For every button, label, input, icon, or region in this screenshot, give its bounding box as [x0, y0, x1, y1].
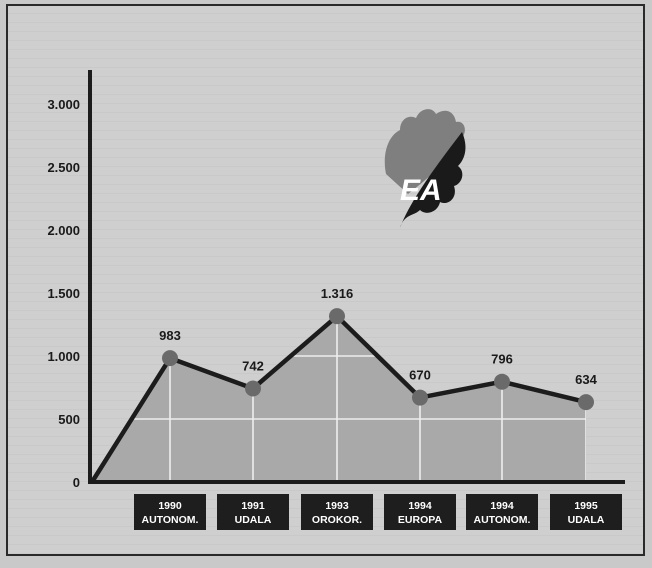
y-tick-label: 1.500: [47, 286, 80, 301]
data-point: [412, 389, 428, 406]
axes: [88, 70, 625, 484]
data-point: [162, 350, 178, 367]
chart-frame: 983 742 1.316 670 796 634 0 500 1.000 1.500 2.000…: [6, 4, 645, 556]
data-label: 796: [491, 352, 513, 367]
category-year: 1994: [490, 500, 514, 512]
x-category-labels: 1990 AUTONOM. 1991 UDALA 1993 OROKOR. 1994 EURO…: [134, 494, 622, 530]
category-label: 1991 UDALA: [217, 494, 289, 530]
category-label-box: [134, 494, 206, 530]
data-label: 983: [159, 328, 181, 343]
category-label-box: [550, 494, 622, 530]
logo-leaf-black: [400, 132, 466, 228]
category-label: 1994 EUROPA: [384, 494, 456, 530]
markers: [162, 308, 594, 411]
data-label: 742: [242, 359, 264, 374]
category-label-box: [217, 494, 289, 530]
category-label: 1994 AUTONOM.: [466, 494, 538, 530]
area-fill: [92, 316, 586, 482]
y-tick-label: 0: [73, 475, 80, 490]
data-point: [494, 373, 510, 390]
category-label: 1990 AUTONOM.: [134, 494, 206, 530]
data-labels: 983 742 1.316 670 796 634: [159, 286, 597, 387]
category-election: OROKOR.: [312, 514, 362, 526]
category-year: 1995: [574, 500, 598, 512]
category-election: EUROPA: [398, 514, 443, 526]
category-label-box: [384, 494, 456, 530]
category-year: 1993: [325, 500, 349, 512]
category-election: AUTONOM.: [142, 514, 199, 526]
y-tick-labels: 0 500 1.000 1.500 2.000 2.500 3.000: [47, 97, 80, 490]
data-point: [578, 394, 594, 411]
logo-text: EA: [400, 174, 442, 207]
grid-lines: [92, 316, 586, 482]
category-election: UDALA: [568, 514, 605, 526]
grid: [92, 316, 586, 482]
category-label: 1995 UDALA: [550, 494, 622, 530]
category-label-box: [301, 494, 373, 530]
area-line-chart: 983 742 1.316 670 796 634 0 500 1.000 1.500 2.000…: [47, 70, 625, 530]
data-label: 1.316: [321, 286, 354, 301]
data-point: [329, 308, 345, 325]
y-tick-label: 500: [58, 412, 80, 427]
y-tick-label: 2.500: [47, 160, 80, 175]
y-tick-label: 3.000: [47, 97, 80, 112]
ea-party-logo: EA: [384, 109, 466, 228]
data-label: 634: [575, 372, 597, 387]
category-label: 1993 OROKOR.: [301, 494, 373, 530]
category-year: 1994: [408, 500, 432, 512]
y-tick-label: 1.000: [47, 349, 80, 364]
data-label: 670: [409, 368, 431, 383]
data-point: [245, 380, 261, 397]
category-election: UDALA: [235, 514, 272, 526]
category-label-box: [466, 494, 538, 530]
y-tick-label: 2.000: [47, 223, 80, 238]
logo-leaf-grey: [384, 109, 465, 194]
category-year: 1991: [241, 500, 265, 512]
category-election: AUTONOM.: [474, 514, 531, 526]
category-year: 1990: [158, 500, 182, 512]
area-polygon: [92, 316, 586, 482]
